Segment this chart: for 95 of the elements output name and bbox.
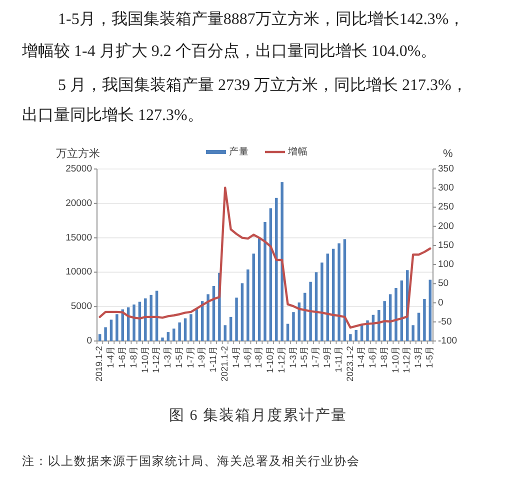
bar <box>104 327 107 341</box>
bar <box>190 314 192 341</box>
bar <box>338 243 340 341</box>
x-tick-label: 1-3月 <box>288 346 298 368</box>
bar <box>195 309 198 341</box>
bar <box>258 238 261 341</box>
bar <box>320 262 324 341</box>
y2-tick-label: 0 <box>438 297 444 308</box>
bar <box>161 338 164 341</box>
x-tick-label: 1-12月 <box>276 346 286 374</box>
x-tick-label: 1-4月 <box>230 346 241 368</box>
x-tick-label: 1-4月 <box>106 346 116 368</box>
x-tick-label: 1-11月 <box>208 346 218 372</box>
bar <box>178 322 181 341</box>
x-tick-label: 1-6月 <box>242 346 252 368</box>
y-tick-label: 15000 <box>66 232 92 244</box>
bar <box>252 254 255 341</box>
x-tick-label: 1-5月 <box>424 346 435 368</box>
bar <box>240 283 244 341</box>
x-tick-label: 1-7月 <box>310 346 321 368</box>
x-tick-label: 1-11月 <box>333 346 344 372</box>
bar <box>150 294 152 341</box>
bar <box>144 298 147 341</box>
y-axis-title: 万立方米 <box>56 147 100 160</box>
x-tick-label: 1-10月 <box>265 346 276 374</box>
bar <box>309 282 312 341</box>
bar <box>132 304 136 341</box>
bar <box>383 301 386 341</box>
bar <box>224 325 227 341</box>
y2-tick-label: 200 <box>438 220 454 232</box>
x-tick-label: 1-12月 <box>151 346 162 374</box>
y2-tick-label: 50 <box>438 278 449 290</box>
x-tick-label: 1-6月 <box>117 346 127 368</box>
bar <box>412 325 414 341</box>
bar <box>286 324 290 341</box>
bar <box>116 314 118 341</box>
bar <box>280 182 284 341</box>
text: 1-5月，我国集装箱产量8887万立方米，同比增长142.3%， <box>58 10 465 28</box>
bar <box>98 334 102 341</box>
y2-tick-label: 350 <box>438 164 454 175</box>
y2-tick-label: 150 <box>438 240 454 251</box>
bar <box>229 316 232 341</box>
x-tick-label: 1-8月 <box>128 346 138 368</box>
x-tick-label: 1-4月 <box>356 346 366 368</box>
y2-tick-label: -50 <box>438 316 452 328</box>
legend-label: 增幅 <box>287 146 308 158</box>
x-tick-label: 1-9月 <box>322 346 332 368</box>
bar <box>235 298 238 341</box>
x-tick-label: 2019.1-2 <box>94 346 104 382</box>
y-tick-label: 25000 <box>66 164 92 175</box>
y2-tick-label: 250 <box>438 202 454 213</box>
text: 增幅较 1-4 月扩大 9.2 个百分点，出口量同比增长 104.0%。 <box>21 42 437 60</box>
y2-tick-label: 100 <box>438 259 454 270</box>
x-tick-label: 1-8月 <box>254 346 264 368</box>
legend-label: 产量 <box>229 146 249 158</box>
x-tick-label: 1-7月 <box>185 346 196 368</box>
y2-tick-label: -100 <box>438 336 458 347</box>
bar <box>166 332 170 341</box>
bar <box>206 294 210 341</box>
x-tick-label: 1-3月 <box>413 346 424 368</box>
bar <box>292 312 295 341</box>
text: 注：以上数据来源于国家统计局、海关总署及相关行业协会 <box>22 454 360 468</box>
x-tick-label: 2023.1-2 <box>344 346 355 382</box>
bar <box>246 269 250 341</box>
y-tick-label: 0 <box>86 336 92 347</box>
y-tick-label: 10000 <box>66 266 92 278</box>
bar <box>423 299 426 341</box>
x-tick-label: 1-8月 <box>378 346 389 368</box>
bar <box>349 334 352 341</box>
x-tick-label: 1-12月 <box>402 346 412 374</box>
text: 出口量同比增长 127.3%。 <box>22 106 204 124</box>
bar <box>354 330 358 341</box>
x-tick-label: 1-5月 <box>299 346 310 368</box>
y2-axis-title: % <box>443 148 453 160</box>
y-tick-label: 5000 <box>70 301 92 312</box>
bar <box>417 312 420 341</box>
bar <box>264 222 266 341</box>
bar <box>394 288 398 341</box>
bar <box>184 318 187 341</box>
bar <box>172 328 176 341</box>
y2-tick-label: 300 <box>438 182 454 194</box>
text: 5 月，我国集装箱产量 2739 万立方米，同比增长 217.3%， <box>58 76 468 94</box>
x-tick-label: 2021.1-2 <box>220 346 230 382</box>
y-tick-label: 20000 <box>66 198 92 209</box>
x-tick-label: 1-6月 <box>368 346 378 368</box>
bar <box>428 280 432 341</box>
x-tick-label: 1-3月 <box>162 346 173 368</box>
bar <box>378 310 380 341</box>
text: 图 6 集装箱月度累计产量 <box>169 407 347 424</box>
x-tick-label: 1-10月 <box>390 346 400 374</box>
x-tick-label: 1-5月 <box>174 346 184 368</box>
x-tick-label: 1-9月 <box>196 346 207 368</box>
bar <box>110 320 113 341</box>
bar <box>275 198 278 341</box>
x-tick-label: 1-10月 <box>140 346 150 374</box>
